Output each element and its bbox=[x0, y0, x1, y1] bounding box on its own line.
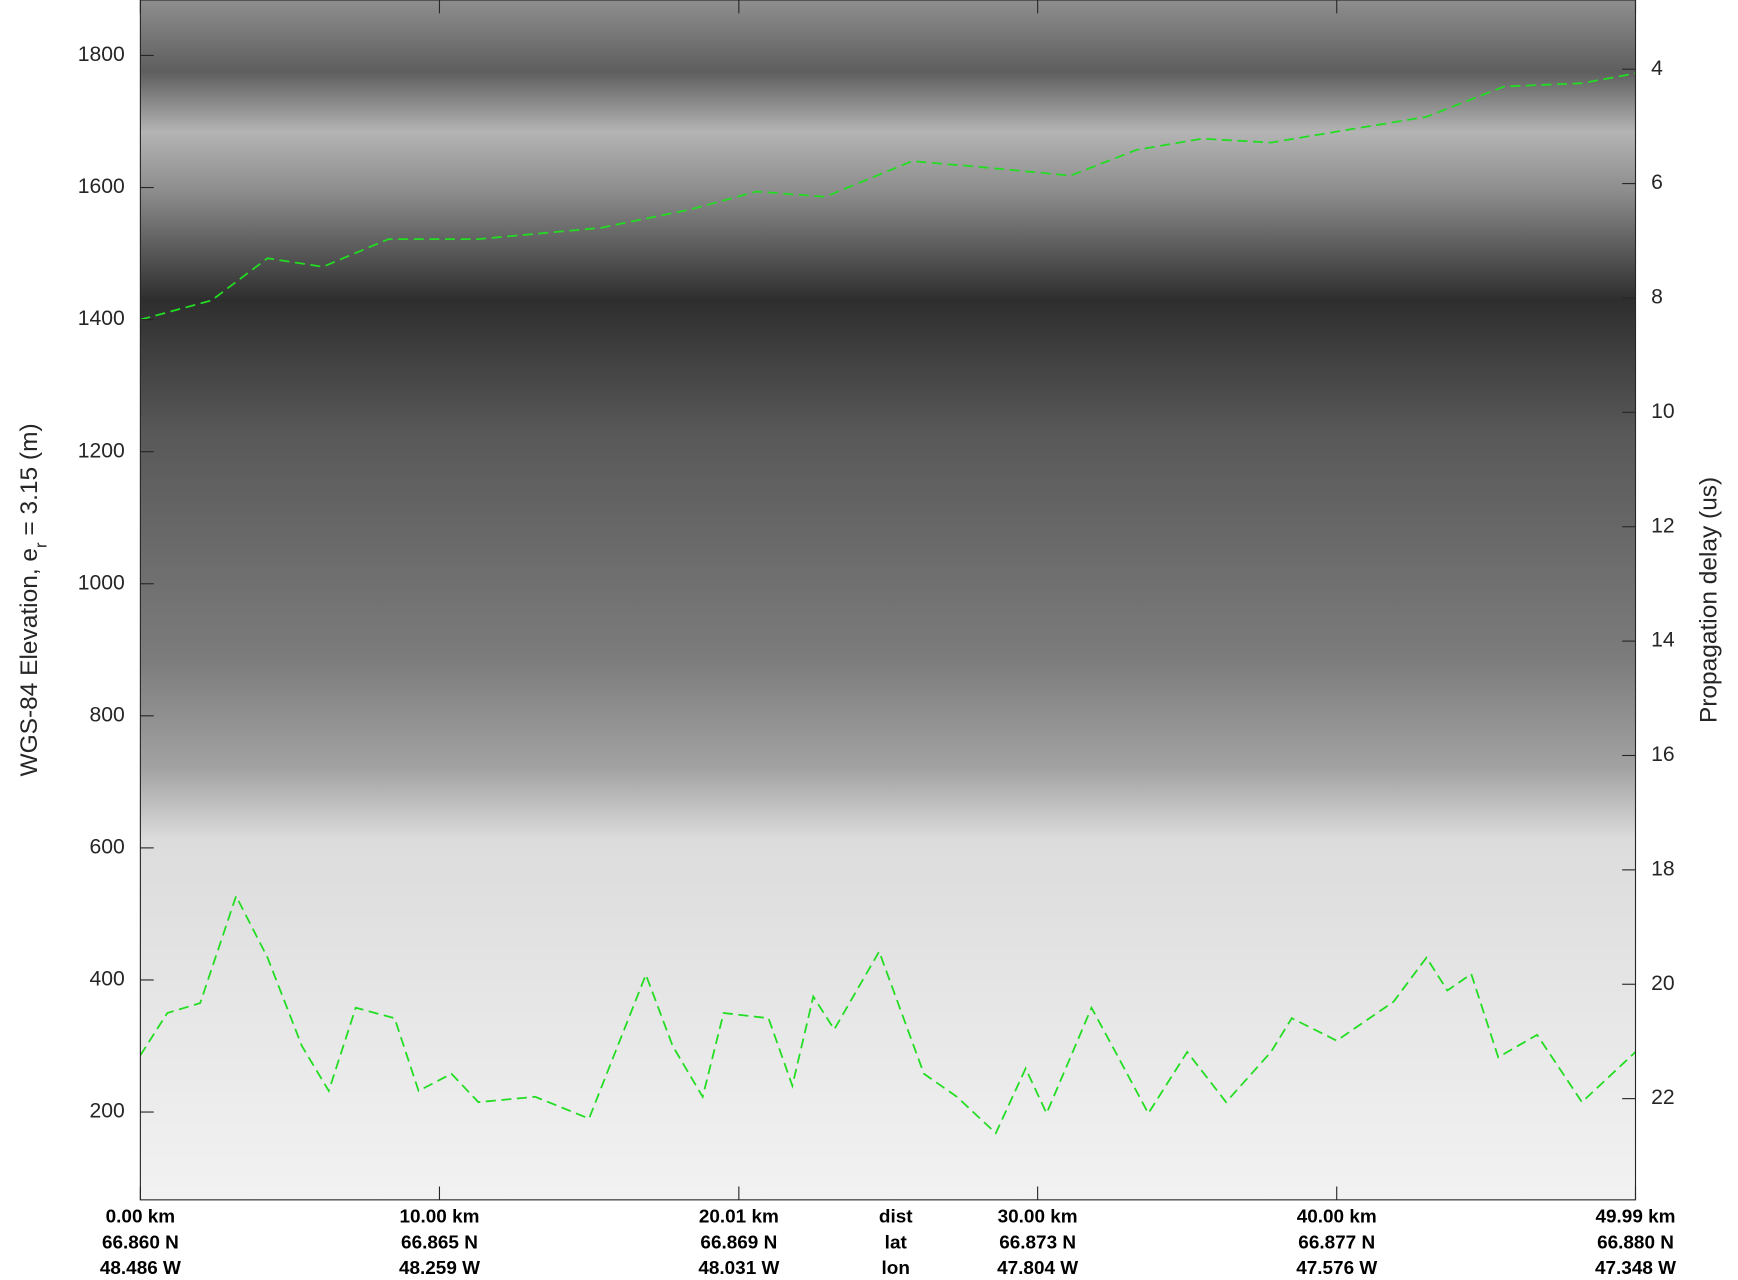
x-tick-lat: 66.865 N bbox=[401, 1232, 478, 1253]
y2-tick-label: 4 bbox=[1651, 57, 1663, 80]
x-tick-label: 10.00 km bbox=[399, 1207, 479, 1228]
y-tick-label: 1800 bbox=[78, 43, 125, 66]
x-tick-label: 0.00 km bbox=[106, 1207, 175, 1228]
x-tick-lat: 66.877 N bbox=[1298, 1232, 1375, 1253]
y2-tick-label: 16 bbox=[1651, 743, 1675, 766]
y2-tick-label: 14 bbox=[1651, 629, 1675, 652]
x-row-label: lon bbox=[882, 1258, 910, 1279]
y-tick-label: 400 bbox=[89, 968, 124, 991]
trace-line bbox=[140, 893, 1636, 1135]
x-row-label: dist bbox=[879, 1207, 913, 1228]
x-tick-label: 49.99 km bbox=[1595, 1207, 1675, 1228]
y2-tick-label: 10 bbox=[1651, 400, 1675, 423]
y-tick-label: 1000 bbox=[78, 571, 125, 594]
x-tick-lat: 66.880 N bbox=[1597, 1232, 1674, 1253]
x-tick-lon: 47.348 W bbox=[1595, 1258, 1676, 1279]
y2-tick-label: 6 bbox=[1651, 171, 1663, 194]
y-label-rest: = 3.15 (m) bbox=[17, 423, 44, 542]
y-tick-label: 800 bbox=[89, 703, 124, 726]
x-tick-lat: 66.869 N bbox=[700, 1232, 777, 1253]
y-tick-label: 1400 bbox=[78, 307, 125, 330]
y2-tick-label: 20 bbox=[1651, 972, 1675, 995]
trace-line bbox=[140, 72, 1636, 321]
x-tick-label: 30.00 km bbox=[998, 1207, 1078, 1228]
y-label-main: WGS-84 Elevation, e bbox=[17, 548, 44, 777]
y2-tick-label: 18 bbox=[1651, 857, 1675, 880]
y2-tick-label: 8 bbox=[1651, 286, 1663, 309]
x-tick-lon: 47.576 W bbox=[1296, 1258, 1377, 1279]
x-tick-lat: 66.860 N bbox=[102, 1232, 179, 1253]
x-tick-label: 40.00 km bbox=[1297, 1207, 1377, 1228]
x-tick-lon: 48.486 W bbox=[100, 1258, 181, 1279]
x-tick-lon: 48.031 W bbox=[698, 1258, 779, 1279]
y-tick-label: 200 bbox=[89, 1100, 124, 1123]
x-tick-lon: 47.804 W bbox=[997, 1258, 1078, 1279]
y2-tick-label: 22 bbox=[1651, 1086, 1675, 1109]
x-tick-lat: 66.873 N bbox=[999, 1232, 1076, 1253]
y-tick-label: 1200 bbox=[78, 439, 125, 462]
x-tick-lon: 48.259 W bbox=[399, 1258, 480, 1279]
x-tick-label: 20.01 km bbox=[699, 1207, 779, 1228]
y-axis-label: WGS-84 Elevation, er = 3.15 (m) bbox=[17, 423, 51, 776]
y2-tick-label: 12 bbox=[1651, 514, 1675, 537]
plot-area bbox=[140, 72, 1636, 1135]
y-label-sub: r bbox=[32, 542, 51, 548]
echogram bbox=[140, 0, 1636, 1200]
axes-box bbox=[139, 0, 1637, 1201]
y2-axis-label: Propagation delay (us) bbox=[1696, 477, 1723, 723]
y-tick-label: 1600 bbox=[78, 175, 125, 198]
x-row-label: lat bbox=[885, 1232, 908, 1253]
y-tick-label: 600 bbox=[89, 835, 124, 858]
